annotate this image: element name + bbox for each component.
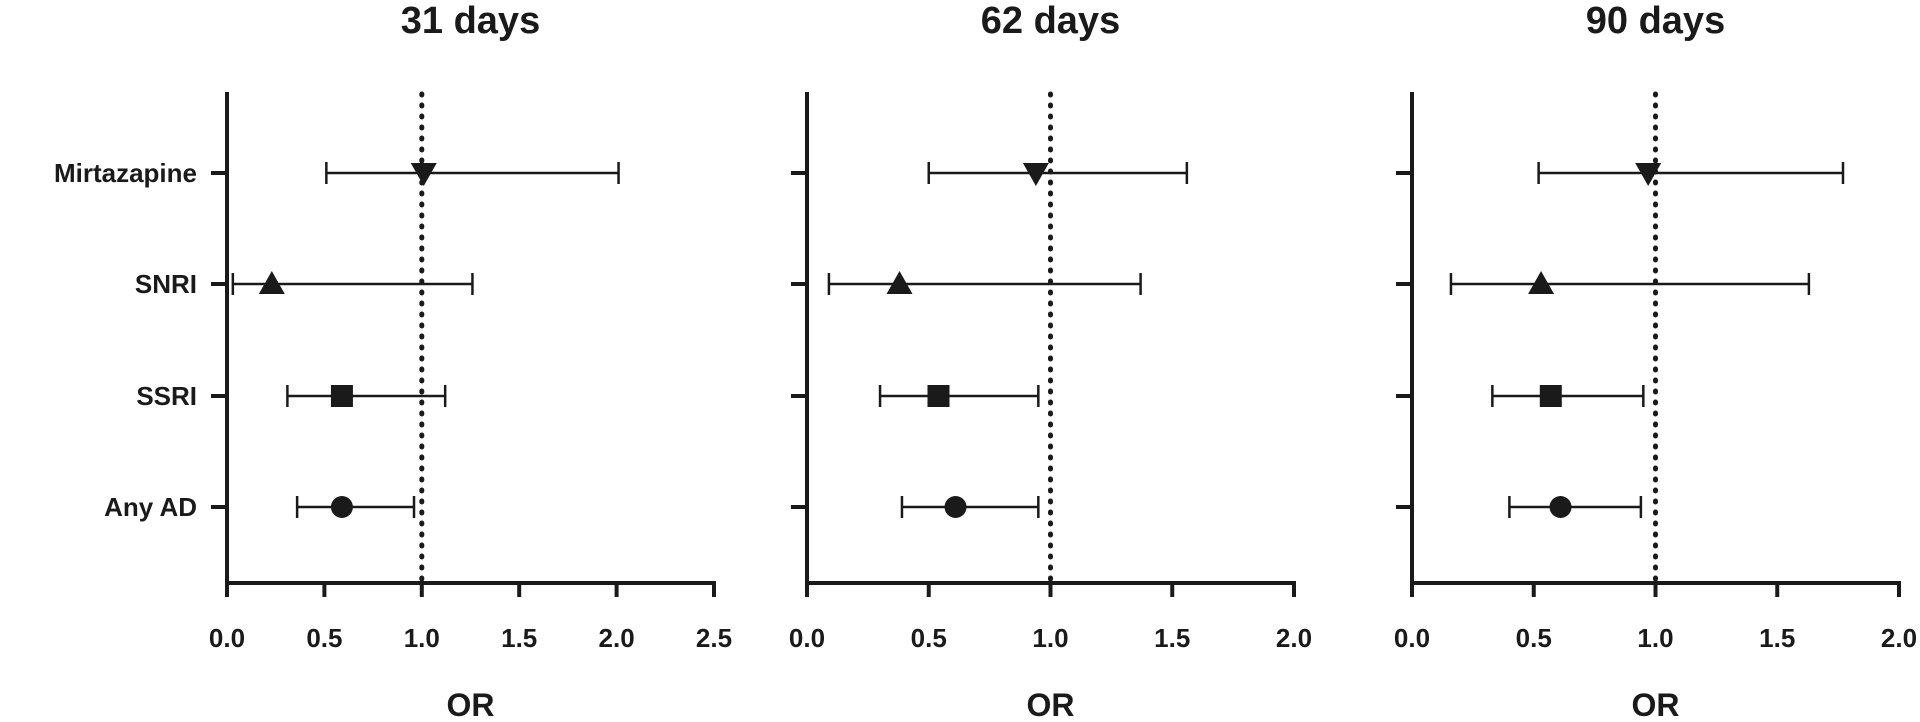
panel-1: 31 days 0.0 0.5 1.0 1.5 2.0 2.5 OR Mirtazapine SN… [54,0,732,722]
x-tick-label: 1.0 [1637,623,1673,653]
category-label: Mirtazapine [54,158,197,188]
x-tick-label: 2.0 [1881,623,1917,653]
category-label: Any AD [104,492,197,522]
point-marker [1528,271,1555,294]
x-tick-label: 0.0 [209,623,245,653]
x-tick-label: 1.0 [404,623,440,653]
x-tick-label: 0.5 [1516,623,1552,653]
x-tick-label: 0.0 [1394,623,1430,653]
panel-title: 90 days [1586,0,1725,42]
x-tick-label: 1.0 [1032,623,1068,653]
point-marker [1022,163,1049,186]
x-tick-label: 2.0 [1276,623,1312,653]
x-tick-label: 1.5 [1154,623,1190,653]
point-marker [944,496,967,518]
panel-2: 62 days 0.0 0.5 1.0 1.5 2.0 OR [789,0,1312,722]
x-tick-label: 1.5 [501,623,537,653]
point-marker [1539,385,1562,407]
x-tick-label: 2.5 [696,623,732,653]
point-marker [410,163,437,186]
point-marker [330,385,353,407]
x-axis-label: OR [447,687,495,722]
x-tick-label: 0.5 [306,623,342,653]
point-marker [258,271,285,294]
point-marker [1635,163,1662,186]
category-label: SNRI [135,269,197,299]
panel-3: 90 days 0.0 0.5 1.0 1.5 2.0 OR [1394,0,1917,722]
panel-title: 31 days [401,0,540,42]
x-tick-label: 1.5 [1759,623,1795,653]
x-tick-label: 2.0 [599,623,635,653]
x-tick-label: 0.0 [789,623,825,653]
x-tick-label: 0.5 [911,623,947,653]
point-marker [927,385,950,407]
point-marker [1549,496,1572,518]
point-marker [330,496,353,518]
x-axis-label: OR [1632,687,1680,722]
x-axis-label: OR [1027,687,1075,722]
point-marker [886,271,913,294]
panel-title: 62 days [981,0,1120,42]
category-label: SSRI [136,381,197,411]
